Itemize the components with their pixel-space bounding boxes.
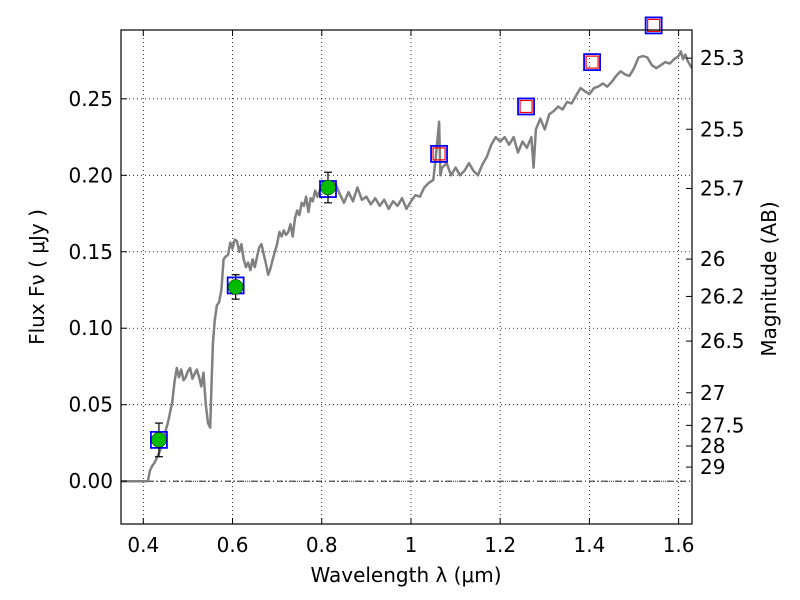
magnitude-tick-label: 26.5 xyxy=(700,329,745,353)
upper-limit-square xyxy=(432,147,446,161)
magnitude-tick-label: 25.7 xyxy=(700,176,745,200)
y-tick-label: 0.00 xyxy=(68,469,113,493)
observed-flux-point xyxy=(320,179,336,196)
y-tick-label: 0.10 xyxy=(68,316,113,340)
observed-flux-point xyxy=(151,432,167,448)
x-tick-label: 1 xyxy=(405,533,418,557)
x-tick-label: 0.6 xyxy=(217,533,249,557)
plot-area xyxy=(121,50,692,483)
y-tick-label: 0.05 xyxy=(68,393,113,417)
markers xyxy=(150,16,663,458)
magnitude-tick-label: 25.3 xyxy=(700,46,745,70)
magnitude-tick-label: 27 xyxy=(700,381,725,405)
x-tick-label: 0.8 xyxy=(306,533,338,557)
x-tick-label: 1.4 xyxy=(573,533,605,557)
model-photometry-square xyxy=(430,144,448,163)
upper-limit-square xyxy=(519,99,533,114)
x-tick-label: 1.2 xyxy=(484,533,516,557)
upper-limit-square xyxy=(647,18,661,33)
plot-frame xyxy=(120,29,693,525)
y-axis-label-left: Flux Fν ( μJy ) xyxy=(25,209,49,345)
magnitude-tick-label: 28 xyxy=(700,434,725,458)
observed-flux-point xyxy=(227,279,244,295)
upper-limit-square xyxy=(585,55,599,69)
y-axis-label-right: Magnitude (AB) xyxy=(757,201,781,356)
y-tick-label: 0.20 xyxy=(68,163,113,187)
model-photometry-square xyxy=(644,16,663,35)
magnitude-tick-label: 25.5 xyxy=(700,117,745,141)
magnitude-tick-label: 26.2 xyxy=(700,284,745,308)
model-photometry-square xyxy=(583,53,601,72)
model-spectrum-line xyxy=(121,50,692,483)
axis-ticks: 0.4 0.6 0.8 1 1.2 1.4 1.6 0.00 0.05 0.10 0.15 0.20 0… xyxy=(68,30,745,557)
model-photometry-square xyxy=(517,97,535,116)
magnitude-tick-label: 29 xyxy=(700,455,725,479)
magnitude-tick-label: 27.5 xyxy=(700,413,745,437)
y-tick-label: 0.25 xyxy=(68,87,113,111)
x-tick-label: 0.4 xyxy=(127,533,159,557)
magnitude-tick-label: 26 xyxy=(700,247,725,271)
y-tick-label: 0.15 xyxy=(68,240,113,264)
x-tick-label: 1.6 xyxy=(663,533,695,557)
x-axis-label: Wavelength λ (μm) xyxy=(310,563,501,587)
